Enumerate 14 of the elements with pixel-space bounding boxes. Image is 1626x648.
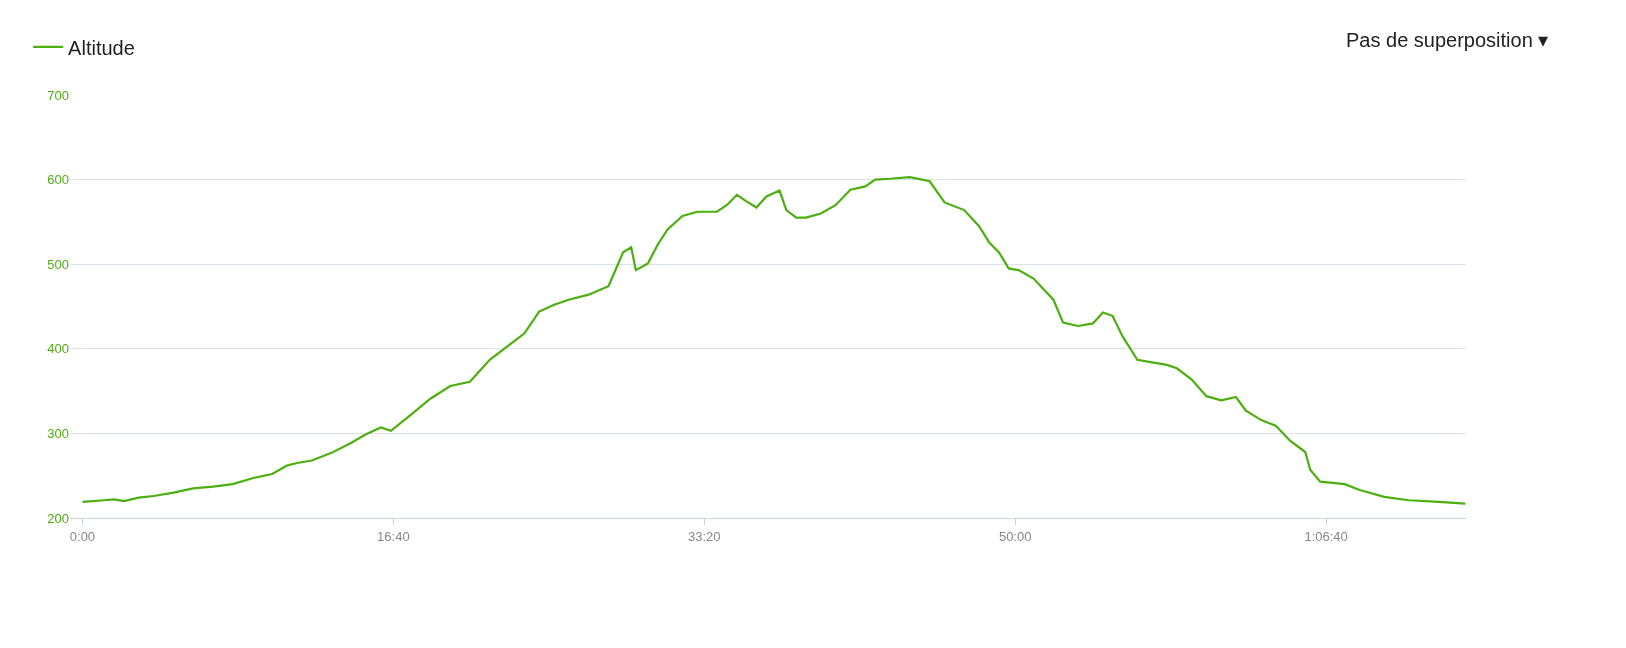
y-tick-label: 400 — [47, 341, 69, 357]
x-tick-label: 16:40 — [377, 528, 410, 544]
legend-label: Altitude — [68, 36, 135, 59]
y-tick-label: 500 — [47, 256, 69, 272]
x-tick-label: 1:06:40 — [1304, 528, 1348, 544]
y-tick-label: 700 — [47, 87, 69, 103]
line-series — [81, 175, 1466, 505]
y-tick-label: 200 — [47, 510, 69, 526]
y-tick-label: 600 — [47, 172, 69, 188]
text: Pas de superposition ▾ — [1346, 29, 1549, 51]
x-tick-label: 33:20 — [687, 528, 721, 544]
x-tick-label: 0:00 — [69, 528, 96, 544]
x-tick-label: 50:00 — [998, 528, 1032, 544]
y-tick-label: 300 — [47, 425, 69, 441]
